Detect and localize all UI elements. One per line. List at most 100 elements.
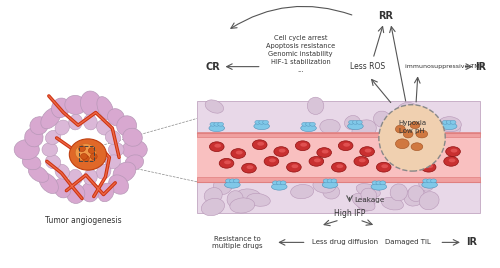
Ellipse shape xyxy=(106,155,120,169)
Ellipse shape xyxy=(348,123,363,130)
Ellipse shape xyxy=(336,164,343,168)
Ellipse shape xyxy=(218,122,224,126)
Ellipse shape xyxy=(426,179,432,183)
Ellipse shape xyxy=(388,114,409,127)
Ellipse shape xyxy=(382,141,396,151)
Ellipse shape xyxy=(422,181,438,188)
Ellipse shape xyxy=(372,181,378,185)
Ellipse shape xyxy=(125,155,144,170)
Ellipse shape xyxy=(314,158,320,162)
Ellipse shape xyxy=(80,154,87,159)
Ellipse shape xyxy=(317,148,332,157)
Ellipse shape xyxy=(258,120,264,124)
Ellipse shape xyxy=(106,130,120,144)
Ellipse shape xyxy=(84,114,98,130)
Ellipse shape xyxy=(204,188,223,203)
Ellipse shape xyxy=(356,120,362,124)
Ellipse shape xyxy=(234,179,239,183)
Ellipse shape xyxy=(322,150,328,154)
Ellipse shape xyxy=(410,122,420,129)
Ellipse shape xyxy=(395,115,412,129)
Ellipse shape xyxy=(286,162,301,172)
Ellipse shape xyxy=(296,141,310,151)
Ellipse shape xyxy=(441,118,460,137)
Ellipse shape xyxy=(96,120,111,135)
Ellipse shape xyxy=(323,185,340,199)
Ellipse shape xyxy=(269,158,276,162)
Ellipse shape xyxy=(313,177,336,193)
Ellipse shape xyxy=(323,179,329,183)
Ellipse shape xyxy=(343,143,350,147)
Ellipse shape xyxy=(382,164,388,168)
Ellipse shape xyxy=(214,177,233,195)
Ellipse shape xyxy=(450,149,458,152)
Ellipse shape xyxy=(224,181,240,188)
Ellipse shape xyxy=(424,141,439,151)
Ellipse shape xyxy=(55,120,70,135)
Ellipse shape xyxy=(419,176,434,191)
Ellipse shape xyxy=(230,179,235,183)
Text: Less drug diffusion: Less drug diffusion xyxy=(312,239,378,245)
Ellipse shape xyxy=(390,184,407,201)
Ellipse shape xyxy=(364,149,372,152)
Ellipse shape xyxy=(300,125,316,132)
Ellipse shape xyxy=(96,164,111,179)
Ellipse shape xyxy=(396,125,405,133)
Ellipse shape xyxy=(430,179,436,183)
Ellipse shape xyxy=(400,122,405,126)
Ellipse shape xyxy=(352,120,376,140)
Ellipse shape xyxy=(322,181,338,188)
Bar xyxy=(197,101,480,213)
Ellipse shape xyxy=(80,91,101,116)
Ellipse shape xyxy=(358,195,375,211)
Ellipse shape xyxy=(396,102,419,122)
Ellipse shape xyxy=(219,158,234,168)
Ellipse shape xyxy=(242,163,256,173)
Ellipse shape xyxy=(84,169,98,185)
Ellipse shape xyxy=(422,162,436,172)
Ellipse shape xyxy=(386,143,393,147)
Ellipse shape xyxy=(122,140,147,159)
Ellipse shape xyxy=(98,183,114,202)
Ellipse shape xyxy=(290,184,314,199)
Ellipse shape xyxy=(404,158,410,162)
Ellipse shape xyxy=(65,95,86,114)
Ellipse shape xyxy=(116,116,136,136)
Ellipse shape xyxy=(39,173,58,193)
Ellipse shape xyxy=(306,122,312,126)
Ellipse shape xyxy=(408,149,414,152)
Ellipse shape xyxy=(374,111,391,128)
Text: Damaged TIL: Damaged TIL xyxy=(385,239,431,245)
Ellipse shape xyxy=(352,193,375,211)
Ellipse shape xyxy=(444,157,458,166)
Ellipse shape xyxy=(442,123,457,130)
Ellipse shape xyxy=(404,122,409,126)
Ellipse shape xyxy=(429,143,436,147)
Ellipse shape xyxy=(380,181,386,185)
Ellipse shape xyxy=(404,187,425,206)
Ellipse shape xyxy=(399,157,413,166)
Text: High IFP: High IFP xyxy=(334,209,365,218)
Ellipse shape xyxy=(448,158,456,162)
Ellipse shape xyxy=(344,116,360,130)
Ellipse shape xyxy=(97,96,114,120)
Text: RR: RR xyxy=(378,11,393,21)
Ellipse shape xyxy=(426,164,433,168)
Ellipse shape xyxy=(202,198,224,216)
Text: immunosuppressive TME: immunosuppressive TME xyxy=(405,64,483,69)
Ellipse shape xyxy=(356,184,380,198)
Ellipse shape xyxy=(262,120,268,124)
Ellipse shape xyxy=(280,181,286,185)
Ellipse shape xyxy=(55,164,70,179)
Ellipse shape xyxy=(302,122,308,126)
Text: Tumor angiogenesis: Tumor angiogenesis xyxy=(44,216,122,225)
Ellipse shape xyxy=(394,125,410,132)
Ellipse shape xyxy=(46,155,60,169)
Ellipse shape xyxy=(442,120,448,124)
Text: Hypoxia
Low pH: Hypoxia Low pH xyxy=(398,120,426,134)
Ellipse shape xyxy=(227,191,243,207)
Ellipse shape xyxy=(292,164,298,168)
Ellipse shape xyxy=(30,117,48,135)
Ellipse shape xyxy=(360,147,374,157)
Text: CR: CR xyxy=(206,62,220,72)
